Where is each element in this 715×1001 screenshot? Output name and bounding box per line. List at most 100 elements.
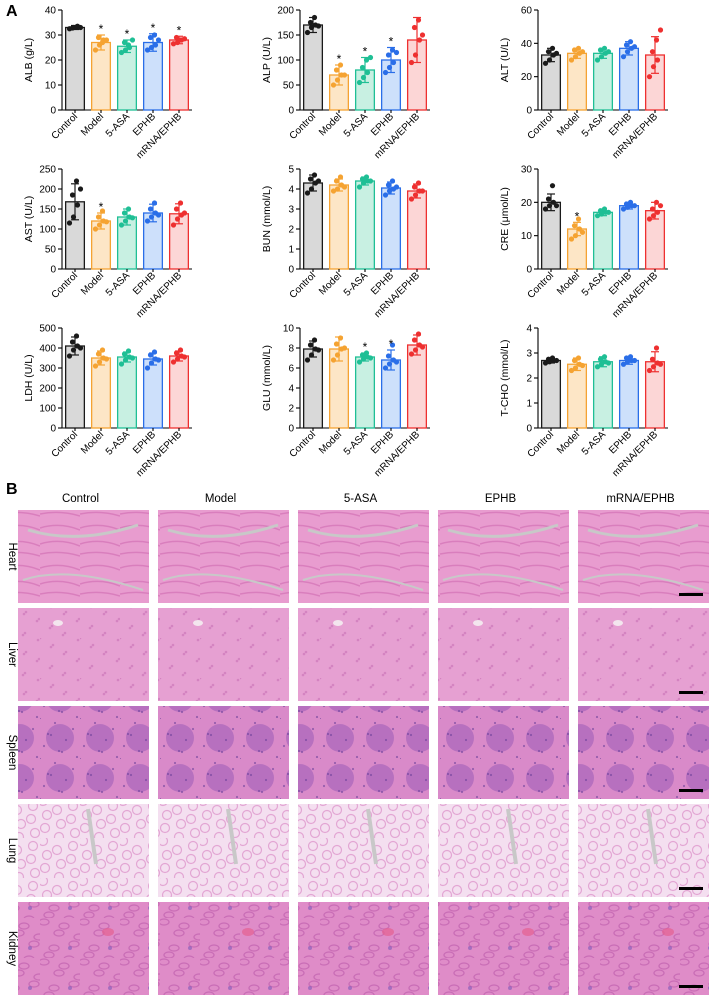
y-tick-label: 2 [288, 404, 294, 415]
y-tick-label: 40 [45, 6, 57, 17]
chart-5: CRE (μmol/L)0102030Control*Model5-ASAEPH… [499, 165, 668, 320]
data-point [363, 174, 370, 180]
data-point [572, 233, 579, 239]
data-point [92, 47, 99, 53]
data-point [605, 360, 612, 366]
y-tick-label: 0 [50, 106, 56, 117]
y-tick-label: 0 [288, 265, 294, 276]
data-point [542, 60, 549, 66]
data-point [385, 182, 392, 188]
y-axis-label: GLU (mmol/L) [261, 345, 273, 411]
data-point [74, 202, 81, 208]
data-point [96, 359, 103, 365]
data-point [568, 367, 575, 374]
histology-row-label: Liver [6, 642, 18, 667]
data-point [125, 348, 132, 354]
data-point [181, 210, 188, 216]
data-point [177, 37, 184, 43]
bar-control [64, 26, 86, 111]
category-label: 5-ASA [104, 111, 132, 139]
data-point [386, 361, 393, 367]
data-point [412, 192, 419, 198]
data-point [382, 192, 389, 198]
data-point [579, 229, 586, 235]
y-tick-label: 400 [39, 344, 56, 355]
chart-1: ALP (U/L)050100150200Control*Model*5-ASA… [261, 6, 430, 161]
data-point [620, 206, 627, 212]
histology-image-spleen-2 [298, 706, 429, 799]
data-point [129, 215, 136, 221]
panel-a-label: A [6, 3, 18, 20]
chart-2: ALT (U/L)0204060ControlModel5-ASAEPHBmRN… [499, 6, 668, 161]
data-point [173, 350, 180, 356]
data-point [364, 69, 371, 76]
y-axis-label: LDH (U/L) [23, 354, 35, 401]
category-label: 5-ASA [342, 111, 370, 139]
data-point [170, 222, 177, 228]
histology-image-lung-3 [438, 804, 569, 897]
category-label: mRNA/EPHB [134, 429, 184, 478]
data-point [601, 354, 608, 360]
bar-model [566, 363, 588, 429]
bar-control [302, 24, 324, 111]
histology-image-spleen-1 [158, 706, 289, 799]
data-point [390, 59, 397, 66]
data-point [657, 203, 664, 209]
data-point [575, 216, 582, 222]
y-axis-label: CRE (μmol/L) [499, 187, 511, 251]
category-label: 5-ASA [580, 429, 608, 457]
data-point [144, 47, 151, 53]
panel-b-histology: B Control Model 5-ASA EPHB mRNA/EPHB Heart Liv… [6, 481, 709, 995]
data-point [393, 359, 400, 365]
y-tick-label: 0 [288, 424, 294, 435]
histology-image-kidney-1 [158, 902, 289, 995]
bar-model [90, 41, 112, 111]
data-point [594, 57, 601, 63]
data-point [333, 178, 340, 184]
data-point [304, 357, 311, 363]
histology-image-heart-2 [298, 510, 429, 603]
data-point [147, 206, 154, 212]
y-tick-label: 0 [526, 106, 532, 117]
data-point [646, 216, 653, 222]
bar-mrna-ephb [168, 355, 190, 429]
y-axis-label: ALB (g/L) [23, 38, 35, 82]
data-point [393, 184, 400, 190]
data-point [121, 210, 128, 216]
bar-model [90, 357, 112, 429]
data-point [122, 218, 129, 224]
y-tick-label: 50 [45, 245, 57, 256]
category-label: Model [79, 111, 106, 138]
data-point [334, 77, 341, 83]
y-tick-label: 3 [526, 349, 532, 360]
data-point [623, 201, 630, 207]
significance-mark: * [99, 200, 104, 214]
data-point [330, 188, 337, 194]
data-point [627, 354, 634, 360]
data-point [408, 196, 415, 202]
data-point [121, 351, 128, 357]
data-point [356, 79, 363, 86]
data-point [103, 219, 110, 225]
data-point [311, 14, 318, 21]
data-point [367, 178, 374, 184]
scale-bar [679, 691, 703, 694]
data-point [118, 49, 125, 56]
histology-image-spleen-4 [578, 706, 709, 799]
data-point [650, 64, 657, 70]
data-point [359, 64, 366, 71]
y-tick-label: 500 [39, 324, 56, 335]
bar-mrna-ephb [168, 39, 190, 111]
data-point [95, 351, 102, 357]
y-axis-label: AST (U/L) [23, 196, 35, 242]
significance-mark: * [389, 35, 394, 49]
data-point [66, 353, 73, 359]
y-tick-label: 50 [283, 81, 295, 92]
category-label: mRNA/EPHB [610, 429, 660, 478]
histology-image-liver-3 [438, 608, 569, 701]
data-point [623, 355, 630, 361]
data-point [411, 337, 418, 343]
data-point [597, 47, 604, 53]
y-tick-label: 300 [39, 364, 56, 375]
data-point [144, 218, 151, 224]
